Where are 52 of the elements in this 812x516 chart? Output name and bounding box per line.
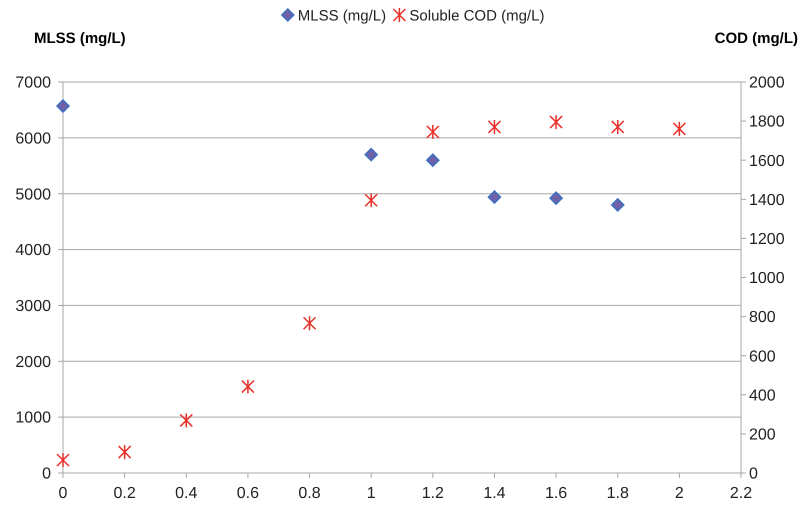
y-tick-label: 6000 xyxy=(15,130,52,148)
point xyxy=(488,119,502,135)
y-tick-label: 3000 xyxy=(15,298,52,316)
y-tick-label: 5000 xyxy=(15,186,52,204)
point xyxy=(241,378,255,394)
point xyxy=(610,119,624,135)
x-tick-label: 2 xyxy=(674,485,684,502)
point xyxy=(118,444,132,460)
x-tick-label: 1 xyxy=(366,485,376,502)
point xyxy=(549,191,563,205)
point xyxy=(672,121,686,137)
y2-tick-label: 2000 xyxy=(749,74,785,92)
legend-label: MLSS (mg/L) xyxy=(298,7,386,24)
y2-tick-label: 1000 xyxy=(749,270,785,288)
point xyxy=(610,198,624,212)
y-tick-label: 1000 xyxy=(15,410,52,427)
y-tick-label: 4000 xyxy=(15,242,52,260)
legend-label: Soluble COD (mg/L) xyxy=(409,7,544,24)
y2-tick-label: 0 xyxy=(749,466,758,483)
y2-tick-label: 1200 xyxy=(749,231,785,248)
y2-tick-label: 200 xyxy=(749,426,776,444)
point xyxy=(364,192,378,208)
point xyxy=(549,114,563,130)
y2-tick-label: 1800 xyxy=(749,114,785,131)
y-axis-title: MLSS (mg/L) xyxy=(34,30,126,47)
y2-tick-label: 400 xyxy=(749,387,776,404)
point xyxy=(56,99,70,113)
x-tick-label: 1.6 xyxy=(544,485,568,502)
point xyxy=(488,190,502,204)
y2-tick-label: 600 xyxy=(749,348,776,366)
x-tick-label: 0.2 xyxy=(114,485,136,502)
y2-tick-label: 1600 xyxy=(749,152,785,170)
y-tick-label: 2000 xyxy=(15,354,52,371)
x-tick-label: 0.4 xyxy=(175,485,198,502)
y2-tick-label: 1400 xyxy=(749,192,785,209)
point xyxy=(56,452,70,468)
point xyxy=(426,124,440,140)
y2-tick-label: 800 xyxy=(749,309,776,326)
x-tick-label: 2.2 xyxy=(730,485,752,502)
x-tick-label: 0.6 xyxy=(236,485,260,502)
y-tick-label: 7000 xyxy=(15,74,52,92)
point xyxy=(180,412,194,428)
point xyxy=(302,315,316,331)
x-tick-label: 0.8 xyxy=(298,485,321,502)
point xyxy=(426,153,440,167)
x-tick-label: 1.8 xyxy=(606,485,629,502)
point xyxy=(364,148,378,162)
x-tick-label: 1.2 xyxy=(422,485,444,502)
x-tick-label: 1.4 xyxy=(483,485,506,502)
y-tick-label: 0 xyxy=(42,466,52,483)
y2-axis-title: COD (mg/L) xyxy=(714,30,798,47)
x-tick-label: 0 xyxy=(58,485,68,502)
